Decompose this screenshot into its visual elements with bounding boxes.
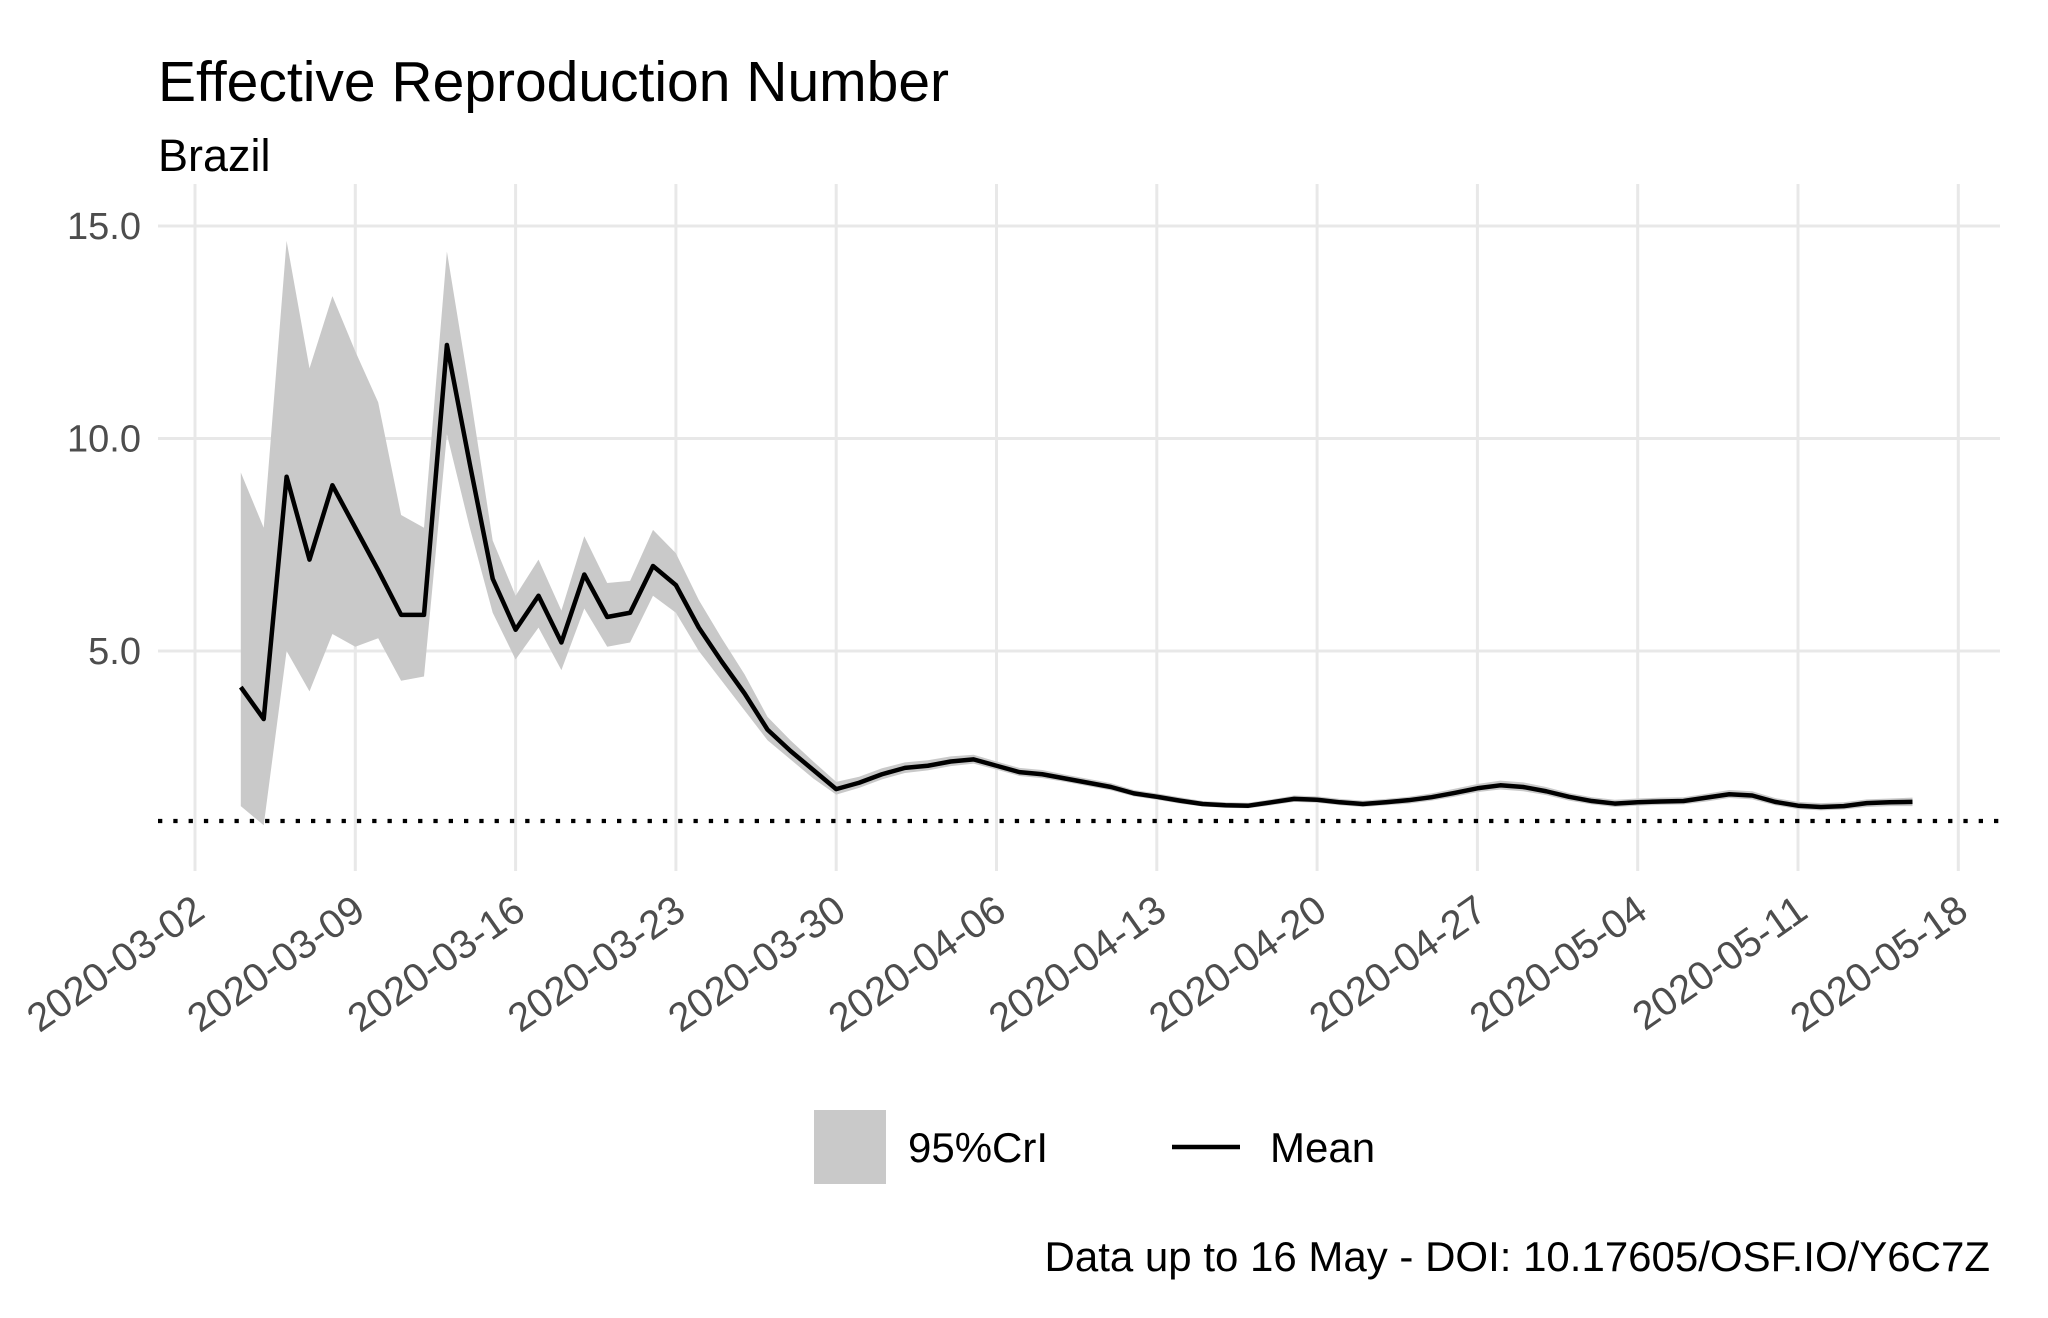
- x-tick-label: 2020-04-06: [821, 887, 1014, 1040]
- cri-ribbon: [240, 240, 1913, 826]
- plot-panel: 2020-03-022020-03-092020-03-162020-03-23…: [19, 184, 2000, 1041]
- x-tick-label: 2020-03-30: [661, 887, 854, 1040]
- chart-subtitle: Brazil: [158, 130, 271, 181]
- x-tick-label: 2020-05-18: [1783, 887, 1976, 1040]
- x-tick-label: 2020-04-13: [981, 887, 1174, 1040]
- x-tick-label: 2020-03-09: [180, 887, 373, 1040]
- x-tick-label: 2020-03-02: [19, 887, 212, 1040]
- x-tick-label: 2020-05-04: [1462, 887, 1655, 1040]
- x-tick-label: 2020-03-16: [340, 887, 533, 1040]
- y-tick-label: 5.0: [88, 631, 141, 673]
- y-tick-label: 15.0: [67, 206, 141, 248]
- legend-ribbon-swatch: [814, 1110, 886, 1184]
- chart-caption: Data up to 16 May - DOI: 10.17605/OSF.IO…: [1045, 1233, 1990, 1280]
- legend: 95%CrI Mean: [814, 1110, 1375, 1184]
- chart-title: Effective Reproduction Number: [158, 50, 949, 114]
- x-tick-label: 2020-03-23: [500, 887, 693, 1040]
- x-tick-label: 2020-04-20: [1141, 887, 1334, 1040]
- x-tick-label: 2020-04-27: [1302, 887, 1495, 1040]
- y-tick-label: 10.0: [67, 419, 141, 461]
- x-tick-label: 2020-05-11: [1625, 887, 1815, 1039]
- mean-line: [238, 342, 1913, 810]
- legend-label-cri: 95%CrI: [908, 1124, 1048, 1171]
- legend-label-mean: Mean: [1270, 1124, 1375, 1171]
